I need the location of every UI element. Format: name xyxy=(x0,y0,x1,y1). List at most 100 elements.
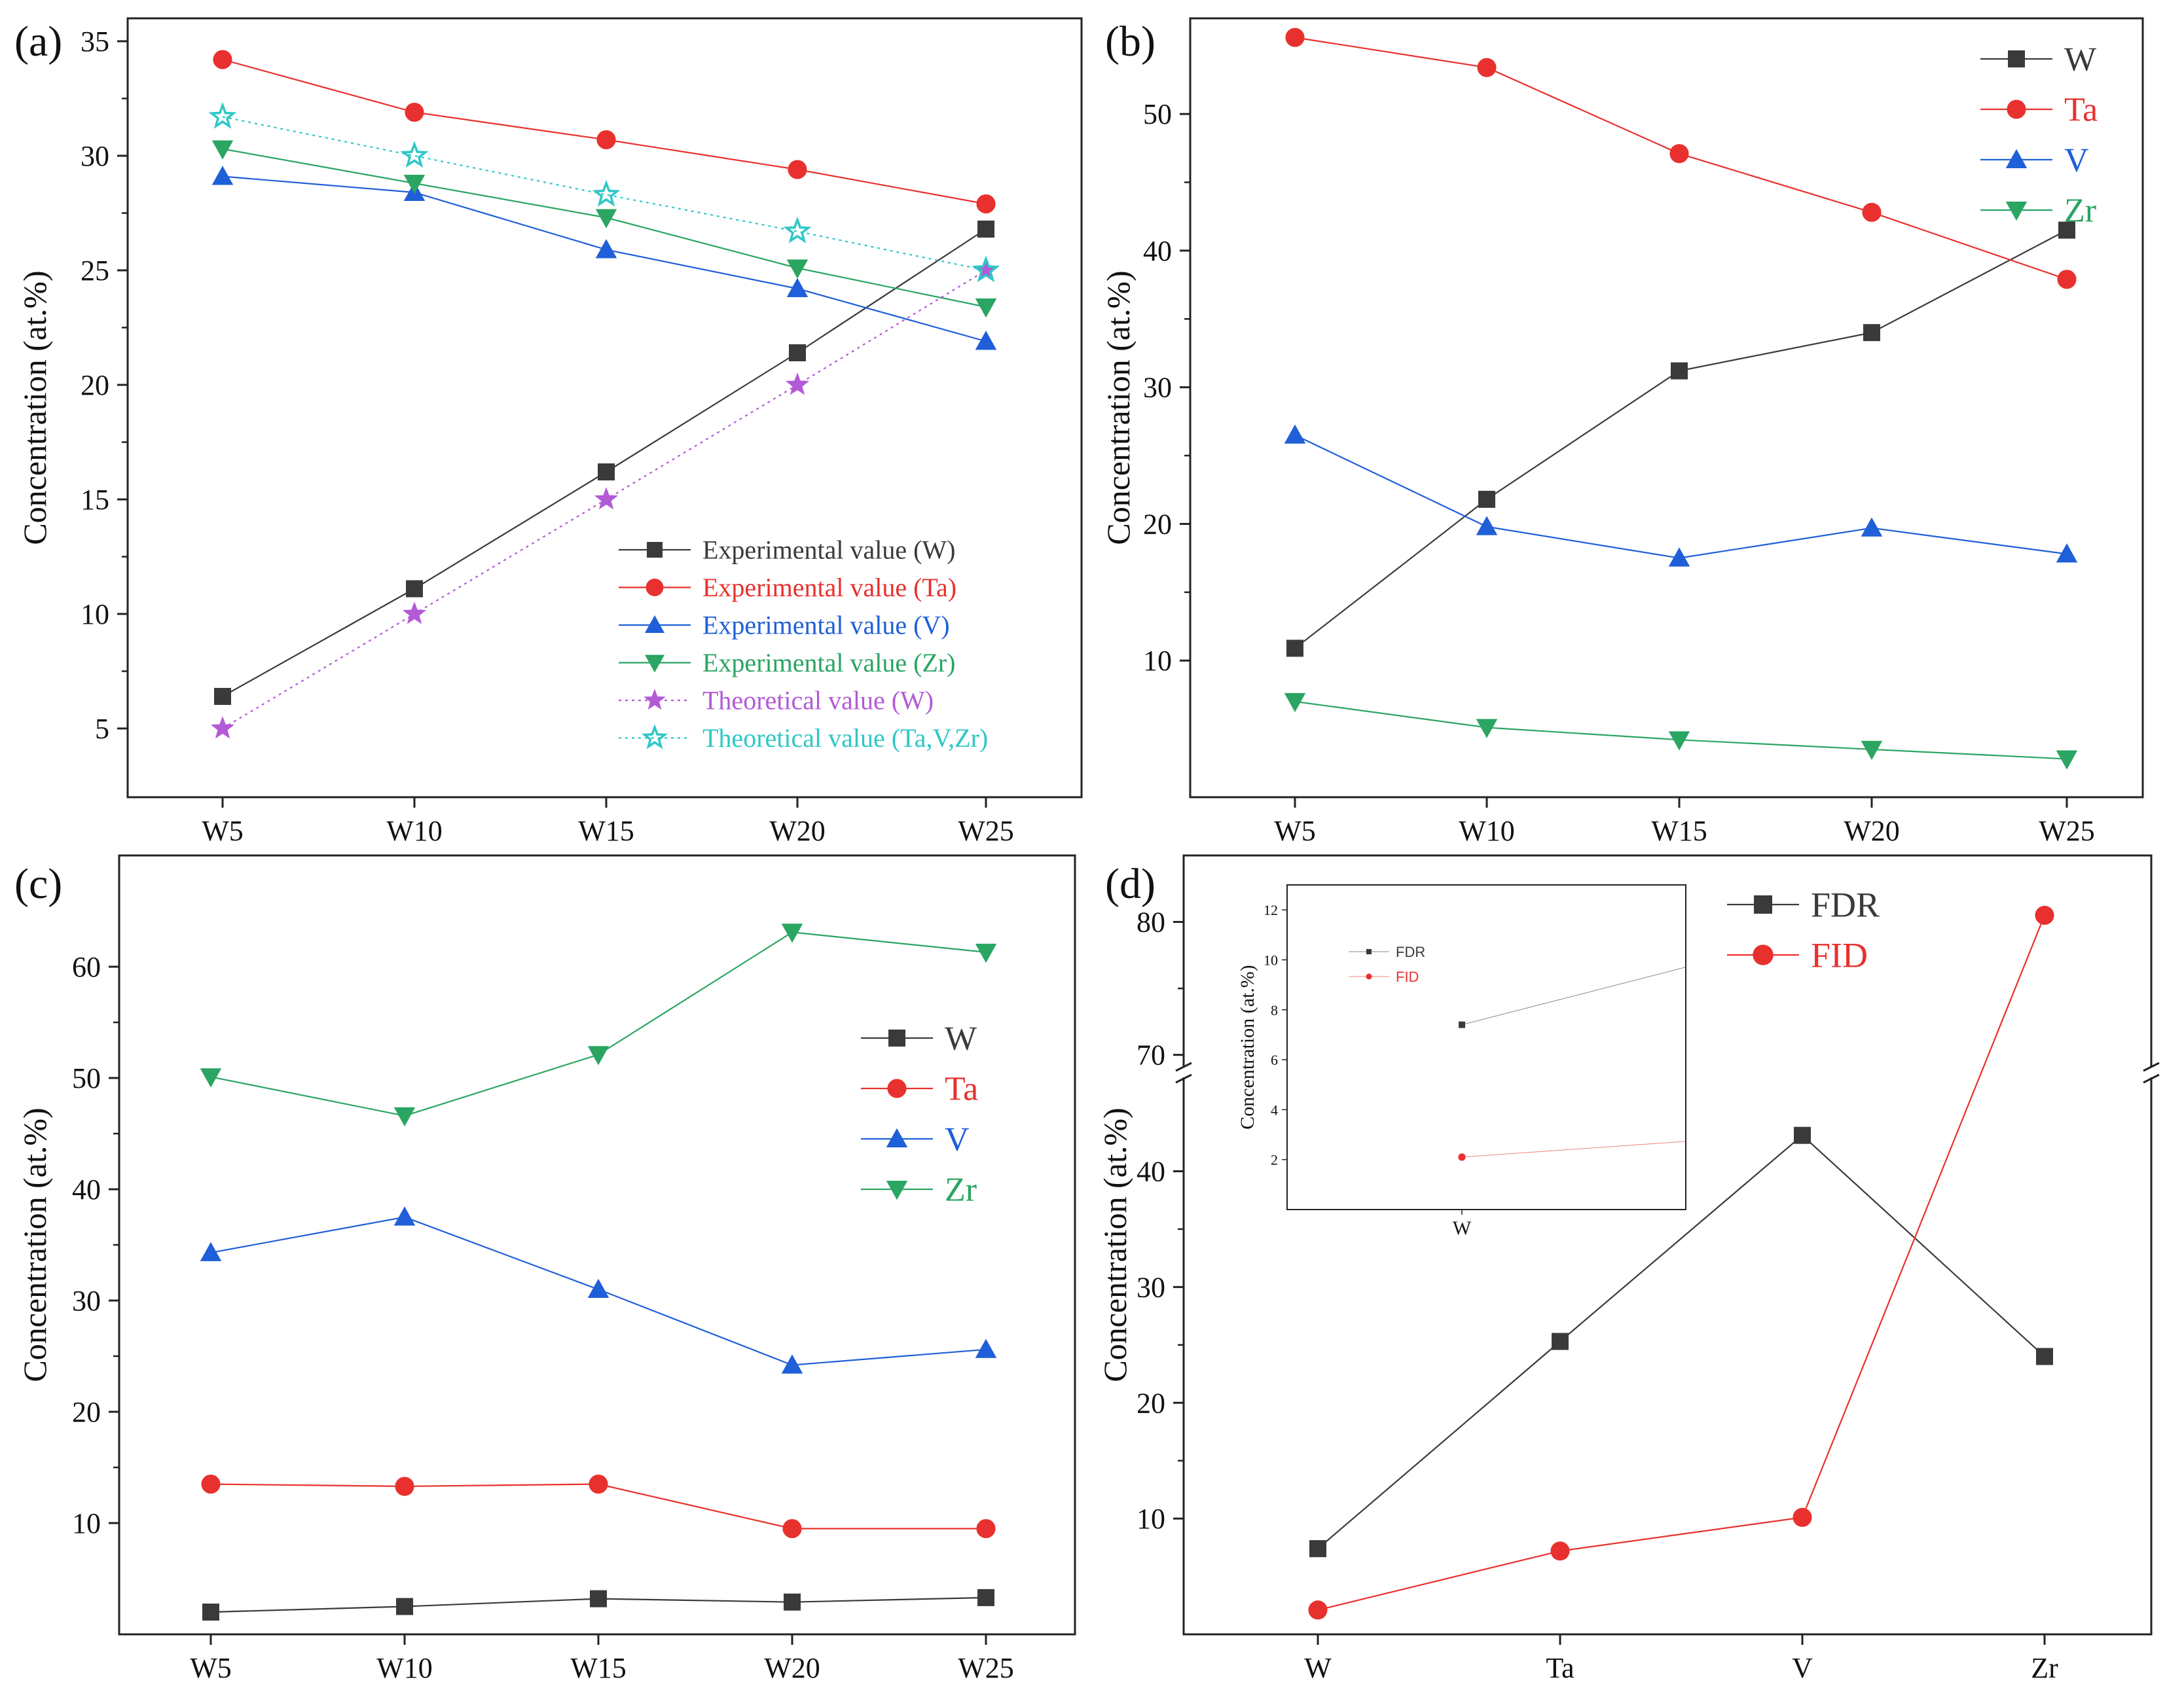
panel-b-legend-marker xyxy=(2005,149,2028,168)
panel-d-x-tick-label: W xyxy=(1304,1652,1332,1684)
panel-c-data-point xyxy=(202,1604,219,1621)
panel-c-x-tick-label: W10 xyxy=(376,1652,433,1684)
panel-a-data-point xyxy=(592,179,621,207)
panel-b-data-point xyxy=(1476,719,1498,738)
panel-c-group: 10 20 30 40 50 60 W5 W10 W15 W20 W25 Concentration … xyxy=(14,854,1076,1684)
panel-b-series-line xyxy=(1294,700,2067,760)
panel-d-legend-marker xyxy=(1753,944,1774,965)
panel-a-data-point xyxy=(406,580,423,598)
inset-y-tick-label: 6 xyxy=(1271,1052,1278,1068)
panel-c-data-point xyxy=(393,1206,416,1226)
panel-a-data-point xyxy=(783,216,812,243)
panel-a-y-tick-label: 25 xyxy=(81,255,109,287)
panel-a-x-tick-label: W25 xyxy=(958,815,1014,847)
panel-d-axis-break-mark xyxy=(2143,1073,2160,1084)
panel-c-data-point xyxy=(781,1354,803,1374)
panel-d-legend-label: FID xyxy=(1811,935,1868,975)
panel-b-data-point xyxy=(1476,516,1498,535)
panel-b-legend-label: W xyxy=(2064,41,2096,79)
panel-c-x-tick-label: W15 xyxy=(570,1652,627,1684)
panel-b-data-point xyxy=(1863,324,1880,342)
panel-a-y-tick-label: 30 xyxy=(81,140,109,172)
panel-c-data-point xyxy=(393,1107,416,1127)
panel-b-data-point xyxy=(1668,731,1690,751)
panel-a-data-point xyxy=(598,463,615,480)
panel-b-y-tick-label: 30 xyxy=(1143,372,1172,404)
panel-a-data-point xyxy=(789,344,806,361)
panel-d-axis-break-gap-left xyxy=(1180,1067,1188,1077)
panel-b-x-tick-label: W5 xyxy=(1274,815,1316,847)
panel-a-y-tick-label: 5 xyxy=(95,713,109,745)
panel-a-data-point xyxy=(213,50,232,69)
panel-a-data-point xyxy=(594,487,619,510)
panel-a-data-point xyxy=(595,209,617,228)
panel-b-data-point xyxy=(1669,144,1689,164)
panel-c-data-point xyxy=(782,1518,802,1539)
panel-a-group: 5 10 15 20 25 30 35 W5 W10 W15 W20 W25 Concentration… xyxy=(14,17,1083,847)
panel-b-legend-label: V xyxy=(2064,142,2089,179)
inset-y-tick-label: 10 xyxy=(1264,952,1278,968)
inset-y-tick-label: 2 xyxy=(1271,1152,1278,1168)
panel-a-data-point xyxy=(403,175,426,194)
panel-c-legend-label: Ta xyxy=(945,1071,978,1108)
panel-a-series-line xyxy=(222,116,987,272)
panel-c-data-point xyxy=(589,1474,608,1494)
panel-a-legend-marker xyxy=(641,724,668,749)
panel-c-x-tick-label: W25 xyxy=(958,1652,1014,1684)
panel-d-plot-frame xyxy=(1182,854,2153,1636)
panel-a-x-tick-label: W15 xyxy=(578,815,634,847)
panel-c-legend-marker xyxy=(888,1030,905,1047)
panel-b-x-tick-label: W20 xyxy=(1844,815,1900,847)
panel-c-data-point xyxy=(200,1242,222,1261)
panel-a-data-point xyxy=(400,141,429,168)
panel-d-data-point xyxy=(1550,1541,1570,1561)
panel-c-legend-marker xyxy=(886,1181,908,1200)
panel-d-data-point xyxy=(2035,905,2054,925)
panel-c-data-point xyxy=(200,1068,222,1088)
panel-a-data-point xyxy=(405,102,424,122)
panel-a-data-point xyxy=(210,716,235,739)
panel-a-data-point xyxy=(211,140,234,160)
panel-c-data-point xyxy=(784,1593,801,1611)
panel-a-y-tick-label: 10 xyxy=(81,598,109,630)
panel-b-data-point xyxy=(1478,490,1495,508)
panel-c-y-tick-label: 10 xyxy=(72,1507,101,1539)
panel-b-data-point xyxy=(1668,547,1690,567)
panel-c-plot-frame xyxy=(118,854,1076,1636)
panel-d-data-point xyxy=(1552,1333,1569,1350)
panel-d-legend-label: FDR xyxy=(1811,885,1880,924)
panel-c-y-tick-label: 60 xyxy=(72,951,101,983)
panel-c-data-point xyxy=(976,1518,996,1539)
panel-a-data-point xyxy=(975,331,997,350)
panel-a-data-point xyxy=(211,166,234,185)
panel-b-data-point xyxy=(1861,517,1883,537)
panel-a-data-point xyxy=(785,372,810,395)
inset-legend-label: FDR xyxy=(1396,944,1425,960)
panel-a-data-point xyxy=(786,278,809,297)
panel-d-y-tick-label: 80 xyxy=(1137,907,1165,939)
panel-c-y-tick-label: 50 xyxy=(72,1062,101,1094)
panel-a-label: (a) xyxy=(14,18,62,65)
panel-c-data-point xyxy=(396,1598,413,1615)
panel-b-data-point xyxy=(1861,740,1883,761)
panel-a-legend-marker xyxy=(645,655,664,673)
panel-d-y-tick-label: 30 xyxy=(1137,1271,1165,1303)
panel-b-y-tick-label: 10 xyxy=(1143,645,1172,677)
panel-a-y-tick-label: 35 xyxy=(81,26,109,58)
panel-d-legend-marker xyxy=(1754,895,1772,914)
panel-a-data-point xyxy=(402,602,427,624)
panel-b-data-point xyxy=(2056,750,2078,770)
panel-a-data-point xyxy=(975,298,997,318)
panel-a-legend-marker xyxy=(645,615,664,633)
panel-d-data-point xyxy=(1308,1600,1328,1620)
panel-b-legend-label: Zr xyxy=(2064,192,2096,230)
panel-b-series-line xyxy=(1294,434,2067,559)
panel-b-legend-marker xyxy=(2005,202,2028,221)
panel-d-x-tick-label: Zr xyxy=(2031,1652,2058,1684)
panel-a-plot-frame xyxy=(126,17,1083,799)
panel-b-x-tick-label: W10 xyxy=(1459,815,1515,847)
panel-a-data-point xyxy=(208,101,237,129)
panel-c-y-tick-label: 30 xyxy=(72,1285,101,1317)
panel-c-y-tick-label: 20 xyxy=(72,1396,101,1428)
